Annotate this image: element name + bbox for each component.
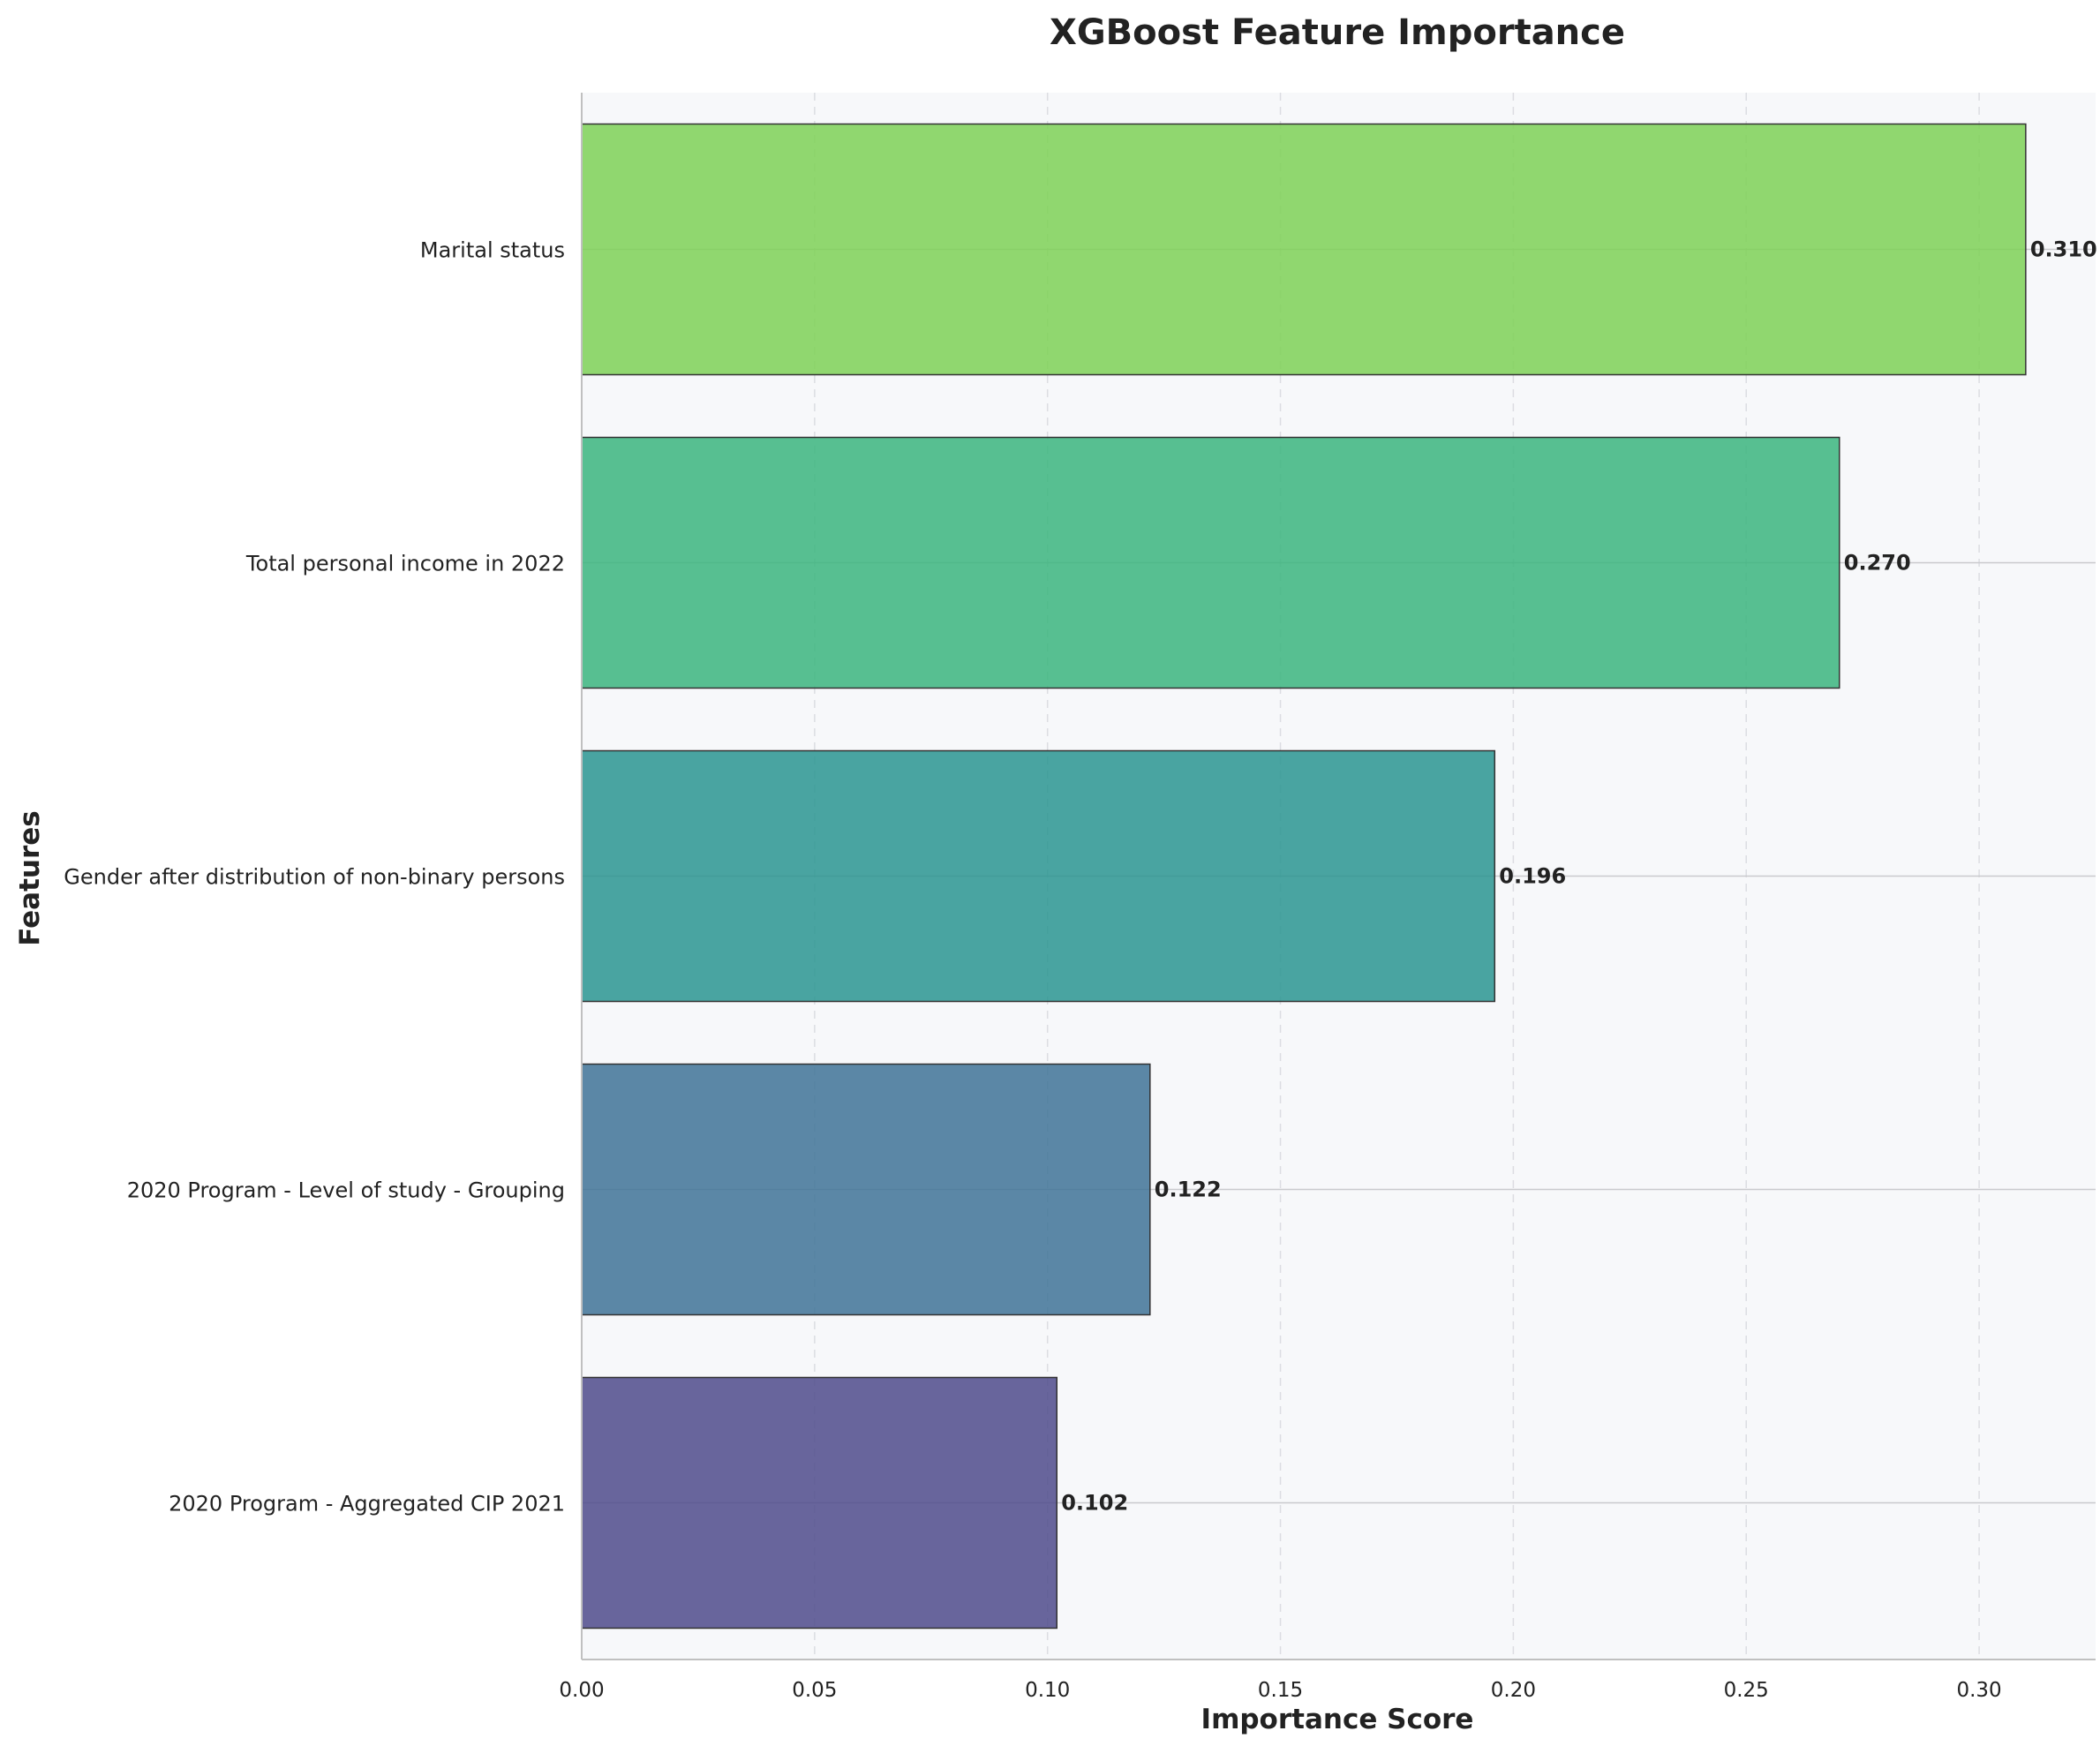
y-tick-label: Total personal income in 2022 [245, 552, 565, 576]
bar-value-label: 0.122 [1155, 1178, 1222, 1202]
bar [581, 123, 2027, 376]
bar-value-label: 0.102 [1061, 1491, 1128, 1516]
labels: 0.00 0.05 0.10 0.15 0.20 0.25 0.30 0.310 Marital… [64, 237, 2096, 1703]
bar [581, 1376, 1058, 1629]
x-tick-label: 0.05 [792, 1679, 837, 1702]
bar [581, 436, 1840, 689]
x-tick-label: 0.25 [1724, 1679, 1769, 1702]
y-tick-label: 2020 Program - Level of study - Grouping [127, 1178, 565, 1203]
y-tick-label: Marital status [420, 238, 565, 263]
y-tick-label: Gender after distribution of non-binary … [64, 865, 565, 890]
y-tick-label: 2020 Program - Aggregated CIP 2021 [169, 1492, 565, 1516]
x-tick-label: 0.15 [1258, 1679, 1303, 1702]
axes [581, 93, 2096, 1660]
bar [581, 1063, 1151, 1316]
x-tick-label: 0.00 [559, 1679, 604, 1702]
x-tick-label: 0.10 [1025, 1679, 1070, 1702]
bar-value-label: 0.270 [1844, 551, 1911, 576]
chart-title: XGBoost Feature Importance [1050, 12, 1625, 53]
y-axis-label: Features [14, 810, 46, 946]
x-tick-label: 0.20 [1491, 1679, 1536, 1702]
bar [581, 749, 1496, 1003]
bars [581, 123, 2027, 1629]
bar-value-label: 0.310 [2030, 237, 2097, 262]
x-axis-label: Importance Score [1201, 1704, 1474, 1735]
x-tick-label: 0.30 [1956, 1679, 2001, 1702]
bar-value-label: 0.196 [1499, 864, 1566, 889]
